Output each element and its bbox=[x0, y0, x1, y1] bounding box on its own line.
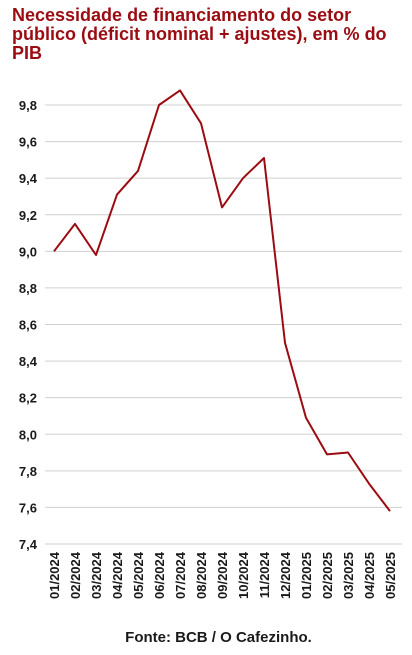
y-tick-label: 9,2 bbox=[19, 208, 37, 223]
y-axis-ticks: 9,8 9,6 9,4 9,2 9,0 8,8 8,6 8,4 8,2 8,0 7,8 7,6 7,4 bbox=[19, 98, 38, 552]
x-tick-label: 01/2024 bbox=[47, 551, 62, 599]
y-tick-label: 7,8 bbox=[19, 464, 37, 479]
x-tick-label: 05/2025 bbox=[383, 552, 398, 599]
x-tick-label: 09/2024 bbox=[215, 551, 230, 599]
x-tick-label: 02/2024 bbox=[68, 551, 83, 599]
y-tick-label: 8,2 bbox=[19, 391, 37, 406]
chart-title: Necessidade de financiamento do setor pú… bbox=[12, 5, 387, 63]
x-tick-label: 03/2024 bbox=[89, 551, 104, 599]
x-tick-label: 01/2025 bbox=[299, 552, 314, 599]
x-tick-label: 02/2025 bbox=[320, 552, 335, 599]
y-tick-label: 8,8 bbox=[19, 281, 37, 296]
x-tick-label: 05/2024 bbox=[131, 551, 146, 599]
y-tick-label: 7,6 bbox=[19, 500, 37, 515]
series-line bbox=[53, 89, 391, 512]
y-tick-label: 8,6 bbox=[19, 318, 37, 333]
gridlines bbox=[45, 104, 402, 545]
y-tick-label: 8,4 bbox=[19, 354, 38, 369]
x-tick-label: 10/2024 bbox=[236, 551, 251, 599]
x-axis-ticks: 01/2024 02/2024 03/2024 04/2024 05/2024 06/20… bbox=[47, 551, 398, 599]
x-tick-label: 03/2025 bbox=[341, 552, 356, 599]
x-tick-label: 06/2024 bbox=[152, 551, 167, 599]
y-tick-label: 8,0 bbox=[19, 427, 37, 442]
x-tick-label: 04/2025 bbox=[362, 552, 377, 599]
x-tick-label: 12/2024 bbox=[278, 551, 293, 599]
y-tick-label: 9,6 bbox=[19, 135, 37, 150]
series-layer bbox=[53, 89, 391, 512]
y-tick-label: 9,4 bbox=[19, 171, 38, 186]
y-tick-label: 7,4 bbox=[19, 537, 38, 552]
x-tick-label: 08/2024 bbox=[194, 551, 209, 599]
y-tick-label: 9,0 bbox=[19, 244, 37, 259]
x-tick-label: 04/2024 bbox=[110, 551, 125, 599]
y-tick-label: 9,8 bbox=[19, 98, 37, 113]
x-tick-label: 11/2024 bbox=[257, 551, 272, 598]
x-tick-label: 07/2024 bbox=[173, 551, 188, 599]
source-note: Fonte: BCB / O Cafezinho. bbox=[125, 629, 312, 646]
